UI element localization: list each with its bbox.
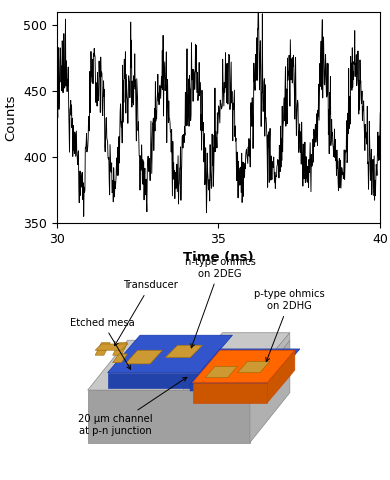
- Polygon shape: [125, 350, 163, 364]
- Polygon shape: [193, 350, 295, 383]
- Text: n-type ohmics
on 2DEG: n-type ohmics on 2DEG: [184, 257, 255, 348]
- Polygon shape: [88, 340, 290, 390]
- Polygon shape: [108, 335, 232, 372]
- Polygon shape: [95, 343, 110, 355]
- Polygon shape: [113, 354, 128, 363]
- Text: p-type ohmics
on 2DHG: p-type ohmics on 2DHG: [254, 289, 325, 361]
- Polygon shape: [250, 333, 290, 390]
- Polygon shape: [113, 343, 128, 355]
- Polygon shape: [88, 390, 250, 443]
- Polygon shape: [193, 383, 268, 403]
- Polygon shape: [165, 345, 202, 358]
- Polygon shape: [190, 384, 270, 391]
- Polygon shape: [268, 350, 295, 403]
- Polygon shape: [95, 344, 128, 350]
- Text: 20 μm channel
at p-n junction: 20 μm channel at p-n junction: [78, 377, 187, 436]
- Polygon shape: [183, 333, 290, 380]
- X-axis label: Time (ns): Time (ns): [183, 252, 254, 264]
- Polygon shape: [190, 349, 300, 384]
- Polygon shape: [108, 372, 200, 388]
- Polygon shape: [238, 361, 270, 372]
- Text: Transducer: Transducer: [115, 280, 177, 346]
- Polygon shape: [205, 366, 238, 378]
- Text: Etched mesa: Etched mesa: [70, 318, 135, 369]
- Y-axis label: Counts: Counts: [4, 95, 17, 141]
- Polygon shape: [183, 380, 250, 390]
- Polygon shape: [250, 340, 290, 443]
